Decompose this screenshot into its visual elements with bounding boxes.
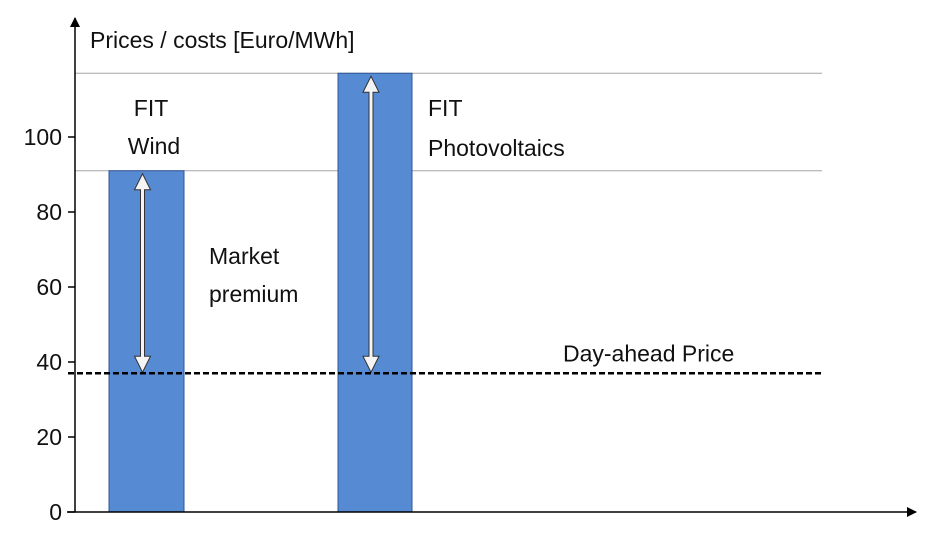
y-tick-label-0: 0 <box>49 499 62 525</box>
bar-label-fit-photovoltaics-line1: FIT <box>428 95 462 121</box>
y-axis-title: Prices / costs [Euro/MWh] <box>90 27 355 53</box>
y-tick-label-80: 80 <box>36 199 62 225</box>
day-ahead-price-label: Day-ahead Price <box>563 340 734 366</box>
y-tick-label-40: 40 <box>36 349 62 375</box>
bar-label-fit-wind: FIT Wind <box>128 95 180 159</box>
market-premium-line2: premium <box>209 281 298 307</box>
bar-label-fit-wind-line2: Wind <box>128 133 180 159</box>
bar-label-fit-photovoltaics: FIT Photovoltaics <box>428 95 565 161</box>
market-premium-line1: Market <box>209 243 280 269</box>
bar-label-fit-wind-line1: FIT <box>134 95 168 121</box>
bar-label-fit-photovoltaics-line2: Photovoltaics <box>428 135 565 161</box>
bar-0 <box>108 170 185 513</box>
y-tick-label-60: 60 <box>36 274 62 300</box>
market-premium-annotation: Market premium <box>209 243 298 307</box>
bar-1 <box>337 72 413 513</box>
y-tick-label-20: 20 <box>36 424 62 450</box>
y-tick-label-100: 100 <box>24 124 62 150</box>
